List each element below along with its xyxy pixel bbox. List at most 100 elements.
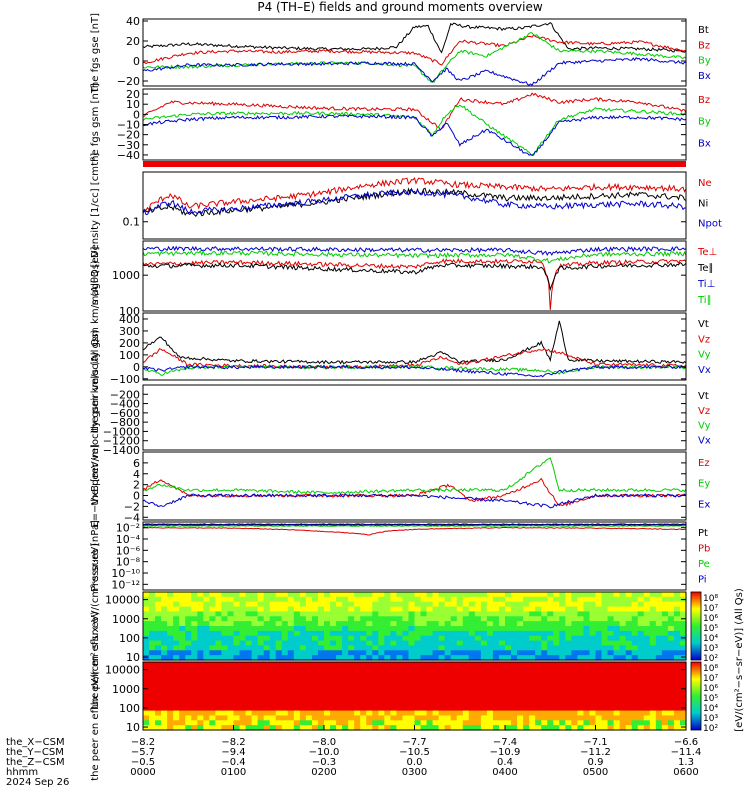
spectrogram-cell [275,621,283,627]
spectrogram-cell [643,645,651,651]
spectrogram-cell [553,611,560,617]
spectrogram-cell [330,705,337,712]
spectrogram-cell [601,655,609,661]
spectrogram-cell [372,626,379,632]
panel-frame [142,451,687,521]
spectrogram-cell [324,592,331,598]
spectrogram-cell [330,681,337,687]
spectrogram-cell [468,715,476,721]
spectrogram-cell [679,626,687,632]
spectrogram-cell [173,710,180,717]
spectrogram-cell [336,725,343,731]
spectrogram-cell [559,710,566,717]
spectrogram-cell [631,592,639,598]
spectrogram-cell [173,720,180,726]
spectrogram-cell [601,596,609,603]
spectrogram-cell [299,655,307,661]
spectrogram-cell [679,635,687,642]
spectrogram-cell [275,691,283,697]
spectrogram-cell [505,666,512,673]
spectrogram-cell [221,650,229,656]
spectrogram-cell [438,626,446,632]
spectrogram-cell [414,611,422,617]
spectrogram-cell [511,616,518,622]
spectrogram-cell [577,715,585,721]
spectrogram-cell [414,606,422,613]
spectrogram-cell [161,686,168,692]
spectrogram-cell [293,626,301,632]
spectrogram-cell [227,645,235,651]
spectrogram-cell [511,621,518,627]
spectrogram-cell [456,710,464,717]
spectrogram-cell [474,621,482,627]
spectrogram-cell [673,640,681,647]
spectrogram-cell [643,655,651,661]
spectrogram-cell [317,601,325,608]
spectrogram-cell [505,592,512,598]
spectrogram-cell [505,601,512,608]
x-tick-label: 0400 [492,767,517,778]
spectrogram-cell [559,592,566,598]
spectrogram-cell [299,676,307,683]
spectrogram-cell [529,696,536,702]
spectrogram-cell [637,640,645,647]
y-axis-label: the fgs gsm [nT] [90,83,101,166]
spectrogram-cell [305,720,313,726]
spectrogram-cell [535,601,542,608]
spectrogram-cell [324,650,331,656]
spectrogram-cell [486,616,494,622]
spectrogram-cell [239,705,247,712]
spectrogram-cell [613,676,621,683]
colorbar-tick-label: 10⁷ [703,674,718,684]
spectrogram-cell [149,592,156,598]
y-tick-label: −20 [117,129,140,142]
spectrogram-cell [444,662,452,668]
spectrogram-cell [438,635,446,642]
spectrogram-cell [396,696,404,702]
spectrogram-cell [263,700,271,707]
spectrogram-cell [517,666,524,673]
spectrogram-cell [625,662,633,668]
spectrogram-cell [384,616,391,622]
spectrogram-cell [372,655,379,661]
spectrogram-cell [661,671,669,678]
spectrogram-cell [607,626,615,632]
x-tick-label: −6.6 [674,737,698,748]
spectrogram-cell [233,681,241,687]
spectrogram-cell [565,640,572,647]
y-tick-label: 1000 [112,683,140,696]
spectrogram-cell [360,700,367,707]
spectrogram-cell [293,616,301,622]
spectrogram-cell [317,621,325,627]
spectrogram-cell [263,725,271,731]
spectrogram-cell [625,645,633,651]
spectrogram-cell [348,686,355,692]
spectrogram-cell [480,630,488,637]
spectrogram-cell [245,596,253,603]
spectrogram-cell [360,606,367,613]
spectrogram-cell [245,696,253,702]
spectrogram-cell [474,606,482,613]
spectrogram-cell [396,645,404,651]
spectrogram-cell [673,635,681,642]
spectrogram-cell [583,725,591,731]
spectrogram-cell [390,681,397,687]
spectrogram-cell [167,645,174,651]
spectrogram-cell [372,691,379,697]
spectrogram-cell [480,700,488,707]
spectrogram-cell [637,700,645,707]
spectrogram-cell [420,662,428,668]
spectrogram-cell [505,626,512,632]
spectrogram-cell [143,650,150,656]
spectrogram-cell [233,630,241,637]
spectrogram-cell [366,645,373,651]
spectrogram-cell [378,715,385,721]
series-line-Ni [142,187,687,217]
spectrogram-cell [480,650,488,656]
spectrogram-cell [366,696,373,702]
spectrogram-cell [299,650,307,656]
spectrogram-cell [372,611,379,617]
spectrogram-cell [661,662,669,668]
spectrogram-cell [239,681,247,687]
spectrogram-cell [311,671,319,678]
